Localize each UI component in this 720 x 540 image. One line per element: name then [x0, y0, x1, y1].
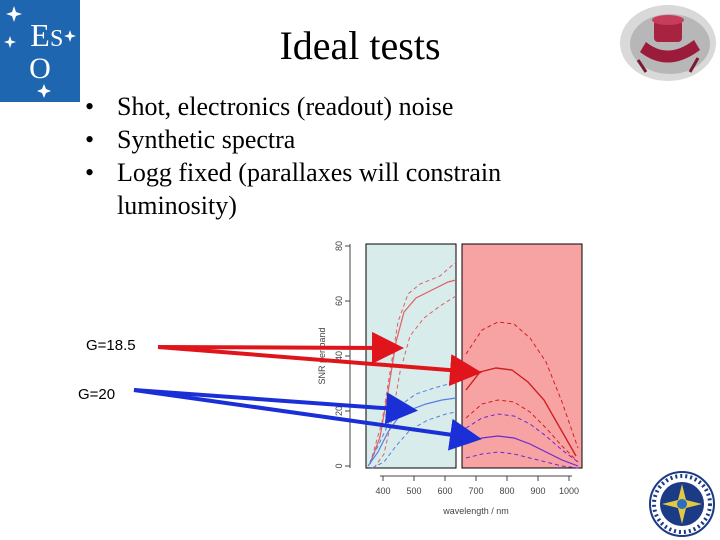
eso-logo: E O S — [0, 0, 80, 102]
y-tick-label: 40 — [334, 351, 344, 361]
g-faint-label: G=20 — [78, 386, 116, 403]
x-tick-label: 600 — [437, 486, 452, 496]
rp-bright-upper — [465, 321, 579, 449]
bp-panel — [365, 243, 457, 469]
x-axis-label: wavelength / nm — [442, 506, 509, 516]
rp-bright-lower — [465, 399, 579, 463]
rp-bright-curve — [465, 367, 577, 457]
rp-faint-upper — [465, 413, 579, 463]
svg-text:S: S — [50, 26, 63, 52]
bullet-list: Shot, electronics (readout) noise Synthe… — [85, 90, 605, 222]
bullet-item: Logg fixed (parallaxes will constrain lu… — [85, 156, 605, 222]
x-tick-label: 900 — [530, 486, 545, 496]
svg-text:O: O — [29, 52, 51, 85]
rp-faint-curve — [465, 435, 579, 467]
slide-title: Ideal tests — [279, 23, 441, 68]
rp-faint-lower — [465, 451, 579, 469]
y-axis-label: SNR per band — [317, 327, 327, 384]
x-tick-label: 500 — [406, 486, 421, 496]
y-tick-label: 0 — [334, 463, 344, 468]
bullet-item: Shot, electronics (readout) noise — [85, 90, 605, 123]
y-tick-label: 20 — [334, 406, 344, 416]
y-tick-label: 80 — [334, 241, 344, 251]
snr-chart: 0 20 40 60 80 SNR per band 400 500 600 7… — [317, 241, 583, 516]
x-tick-label: 800 — [499, 486, 514, 496]
g-bright-label: G=18.5 — [86, 337, 136, 354]
telescope-logo-icon — [620, 5, 716, 81]
bullet-item: Synthetic spectra — [85, 123, 605, 156]
svg-text:E: E — [30, 17, 50, 53]
x-tick-label: 400 — [375, 486, 390, 496]
x-tick-label: 1000 — [559, 486, 579, 496]
iac-seal-icon — [649, 471, 715, 537]
y-tick-label: 60 — [334, 296, 344, 306]
x-tick-label: 700 — [468, 486, 483, 496]
